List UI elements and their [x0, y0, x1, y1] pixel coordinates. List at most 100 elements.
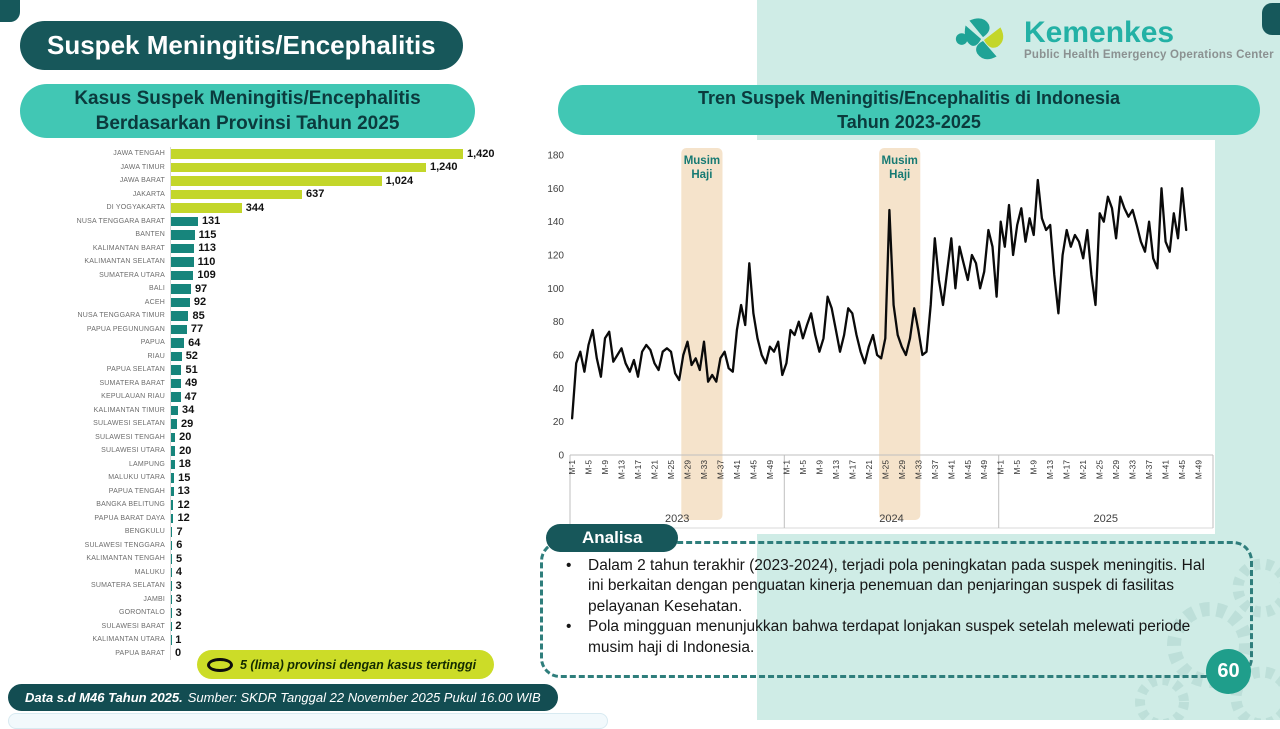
province-bar	[171, 595, 172, 605]
province-bar	[171, 568, 172, 578]
musim-haji-label: Musim	[684, 155, 720, 167]
province-value: 51	[185, 364, 197, 376]
province-value: 2	[175, 620, 181, 632]
bar-track: 20	[170, 444, 500, 458]
province-value: 110	[198, 256, 216, 268]
province-value: 344	[246, 202, 264, 214]
bar-track: 18	[170, 458, 500, 472]
page-title: Suspek Meningitis/Encephalitis	[20, 21, 463, 70]
province-value: 1,024	[386, 175, 414, 187]
bar-track: 15	[170, 471, 500, 485]
province-value: 64	[188, 337, 200, 349]
musim-haji-label: Haji	[889, 169, 910, 181]
x-axis-tick: M-13	[831, 460, 841, 479]
province-label: PAPUA TENGAH	[22, 488, 170, 495]
province-value: 5	[176, 553, 182, 565]
analysis-header: Analisa	[546, 524, 678, 552]
x-axis-tick: M-25	[1095, 460, 1105, 479]
province-label: PAPUA PEGUNUNGAN	[22, 326, 170, 333]
province-label: DI YOGYAKARTA	[22, 204, 170, 211]
right-chart-title-line2: Tahun 2023-2025	[558, 110, 1260, 134]
province-bar	[171, 149, 463, 159]
x-axis-tick: M-5	[1012, 460, 1022, 475]
x-axis-tick: M-13	[617, 460, 627, 479]
x-axis-tick: M-45	[963, 460, 973, 479]
x-axis-tick: M-41	[946, 460, 956, 479]
province-label: BALI	[22, 285, 170, 292]
logo-subtitle: Public Health Emergency Operations Cente…	[1024, 49, 1274, 61]
bar-track: 1,024	[170, 174, 500, 188]
province-bar	[171, 379, 181, 389]
province-label: NUSA TENGGARA BARAT	[22, 218, 170, 225]
bar-track: 20	[170, 431, 500, 445]
bar-track: 47	[170, 390, 500, 404]
province-label: KALIMANTAN TENGAH	[22, 555, 170, 562]
province-value: 3	[176, 607, 182, 619]
province-value: 20	[179, 445, 191, 457]
x-axis-tick: M-29	[897, 460, 907, 479]
province-bar	[171, 514, 173, 524]
x-axis-tick: M-5	[798, 460, 808, 475]
province-label: BENGKULU	[22, 528, 170, 535]
bar-track: 2	[170, 620, 500, 634]
x-axis-tick: M-49	[1194, 460, 1204, 479]
province-bar	[171, 257, 194, 267]
province-label: PAPUA	[22, 339, 170, 346]
footer-decoration	[8, 713, 608, 729]
province-bar	[171, 352, 182, 362]
bar-track: 3	[170, 606, 500, 620]
province-bar	[171, 581, 172, 591]
province-bar	[171, 554, 172, 564]
x-axis-tick: M-21	[864, 460, 874, 479]
x-axis-tick: M-17	[1062, 460, 1072, 479]
x-axis-tick: M-29	[683, 460, 693, 479]
bar-track: 13	[170, 485, 500, 499]
province-bar	[171, 217, 198, 227]
x-axis-tick: M-1	[567, 460, 577, 475]
trend-chart-svg: MusimHajiMusimHaji0204060801001201401601…	[540, 142, 1218, 534]
province-bar	[171, 527, 172, 537]
province-label: JAKARTA	[22, 191, 170, 198]
bar-track: 34	[170, 404, 500, 418]
y-axis-tick: 120	[547, 251, 564, 262]
province-label: GORONTALO	[22, 609, 170, 616]
bar-track: 77	[170, 323, 500, 337]
province-value: 47	[185, 391, 197, 403]
province-value: 637	[306, 188, 324, 200]
province-value: 85	[192, 310, 204, 322]
province-value: 34	[182, 404, 194, 416]
bar-row: DI YOGYAKARTA 344	[22, 201, 500, 215]
province-bar	[171, 244, 194, 254]
province-bar	[171, 365, 181, 375]
province-label: ACEH	[22, 299, 170, 306]
bar-track: 92	[170, 296, 500, 310]
province-label: SULAWESI SELATAN	[22, 420, 170, 427]
year-label: 2023	[665, 513, 689, 525]
province-label: MALUKU	[22, 569, 170, 576]
x-axis-tick: M-9	[814, 460, 824, 475]
musim-haji-label: Musim	[881, 155, 917, 167]
year-label: 2024	[879, 513, 903, 525]
province-label: JAWA TENGAH	[22, 150, 170, 157]
y-axis-tick: 20	[553, 417, 565, 428]
province-bar	[171, 190, 302, 200]
bar-track: 64	[170, 336, 500, 350]
province-bar	[171, 487, 174, 497]
province-bar	[171, 608, 172, 618]
x-axis-tick: M-1	[996, 460, 1006, 475]
province-value: 92	[194, 296, 206, 308]
x-axis-tick: M-13	[1045, 460, 1055, 479]
